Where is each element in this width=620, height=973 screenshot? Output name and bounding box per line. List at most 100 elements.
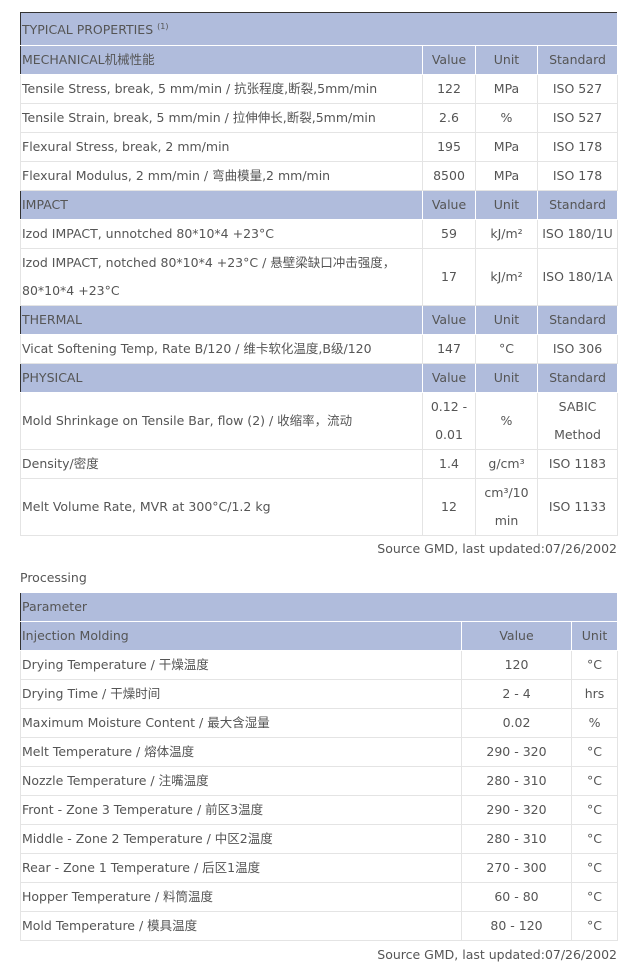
parameter-name: Nozzle Temperature / 注嘴温度 — [20, 766, 462, 796]
property-name: Tensile Stress, break, 5 mm/min / 抗张程度,断… — [20, 74, 423, 104]
table-row: Density/密度 1.4 g/cm³ ISO 1183 — [20, 449, 619, 479]
unit-cell: MPa — [475, 74, 538, 104]
property-name: Flexural Stress, break, 2 mm/min — [20, 132, 423, 162]
table-row: Melt Temperature / 熔体温度 290 - 320 °C — [20, 737, 619, 767]
standard-cell: ISO 178 — [536, 132, 619, 162]
value-cell: 80 - 120 — [461, 911, 572, 941]
standard-cell: ISO 1133 — [536, 478, 619, 536]
section-name: THERMAL — [20, 305, 423, 335]
unit-header: Unit — [475, 305, 538, 335]
table-row: Front - Zone 3 Temperature / 前区3温度 290 - … — [20, 795, 619, 825]
parameter-name: Hopper Temperature / 料筒温度 — [20, 882, 462, 912]
value-header: Value — [461, 621, 572, 651]
property-name: Density/密度 — [20, 449, 423, 479]
property-name: Izod IMPACT, notched 80*10*4 +23°C / 悬壁梁… — [20, 248, 423, 306]
unit-cell: MPa — [475, 161, 538, 191]
section-name: MECHANICAL机械性能 — [20, 45, 423, 75]
property-name: Melt Volume Rate, MVR at 300°C/1.2 kg — [20, 478, 423, 536]
processing-label: Processing — [20, 570, 87, 585]
parameter-name: Drying Temperature / 干燥温度 — [20, 650, 462, 680]
unit-cell: hrs — [570, 679, 619, 709]
unit-cell: °C — [570, 911, 619, 941]
value-cell: 270 - 300 — [461, 853, 572, 883]
value-header: Value — [422, 305, 476, 335]
property-name: Vicat Softening Temp, Rate B/120 / 维卡软化温… — [20, 334, 423, 364]
section-name: PHYSICAL — [20, 363, 423, 393]
parameter-name: Middle - Zone 2 Temperature / 中区2温度 — [20, 824, 462, 854]
standard-cell: ISO 178 — [536, 161, 619, 191]
unit-cell: % — [570, 708, 619, 738]
unit-cell: kJ/m² — [475, 248, 538, 306]
table-row: Flexural Modulus, 2 mm/min / 弯曲模量,2 mm/m… — [20, 161, 619, 191]
value-header: Value — [422, 190, 476, 220]
unit-cell: °C — [570, 650, 619, 680]
unit-cell: % — [475, 103, 538, 133]
section-header-row: IMPACT Value Unit Standard — [20, 190, 619, 220]
standard-cell: ISO 180/1A — [536, 248, 619, 306]
section-header-row: Injection Molding Value Unit — [20, 621, 619, 651]
table-row: Izod IMPACT, notched 80*10*4 +23°C / 悬壁梁… — [20, 248, 619, 306]
unit-cell: °C — [570, 853, 619, 883]
parameter-header: Parameter — [20, 592, 619, 622]
parameter-name: Melt Temperature / 熔体温度 — [20, 737, 462, 767]
property-name: Flexural Modulus, 2 mm/min / 弯曲模量,2 mm/m… — [20, 161, 423, 191]
unit-cell: °C — [570, 795, 619, 825]
unit-header: Unit — [475, 363, 538, 393]
property-name: Tensile Strain, break, 5 mm/min / 拉伸伸长,断… — [20, 103, 423, 133]
table-row: Mold Shrinkage on Tensile Bar, flow (2) … — [20, 392, 619, 450]
source-note: Source GMD, last updated:07/26/2002 — [377, 541, 617, 556]
section-header-row: MECHANICAL机械性能 Value Unit Standard — [20, 45, 619, 75]
parameter-name: Mold Temperature / 模具温度 — [20, 911, 462, 941]
unit-cell: °C — [570, 824, 619, 854]
parameter-name: Drying Time / 干燥时间 — [20, 679, 462, 709]
value-cell: 60 - 80 — [461, 882, 572, 912]
parameter-name: Front - Zone 3 Temperature / 前区3温度 — [20, 795, 462, 825]
table-title: TYPICAL PROPERTIES — [22, 22, 154, 38]
standard-header: Standard — [536, 190, 619, 220]
standard-header: Standard — [536, 45, 619, 75]
value-header: Value — [422, 363, 476, 393]
standard-cell: ISO 306 — [536, 334, 619, 364]
value-cell: 12 — [422, 478, 476, 536]
section-name: Injection Molding — [20, 621, 462, 651]
standard-cell: ISO 180/1U — [536, 219, 619, 249]
standard-cell: ISO 527 — [536, 74, 619, 104]
typical-properties-table: TYPICAL PROPERTIES (1) MECHANICAL机械性能 Val… — [20, 12, 619, 536]
unit-cell: % — [475, 392, 538, 450]
value-cell: 120 — [461, 650, 572, 680]
unit-header: Unit — [475, 45, 538, 75]
unit-cell: °C — [570, 882, 619, 912]
unit-cell: MPa — [475, 132, 538, 162]
unit-cell: cm³/10 min — [475, 478, 538, 536]
unit-header: Unit — [475, 190, 538, 220]
value-cell: 122 — [422, 74, 476, 104]
table-row: Rear - Zone 1 Temperature / 后区1温度 270 - 3… — [20, 853, 619, 883]
table-row: Izod IMPACT, unnotched 80*10*4 +23°C 59 kJ… — [20, 219, 619, 249]
table-row: Drying Temperature / 干燥温度 120 °C — [20, 650, 619, 680]
value-cell: 195 — [422, 132, 476, 162]
table-row: Maximum Moisture Content / 最大含湿量 0.02% — [20, 708, 619, 738]
table-row: Tensile Strain, break, 5 mm/min / 拉伸伸长,断… — [20, 103, 619, 133]
source-note: Source GMD, last updated:07/26/2002 — [377, 947, 617, 962]
table-row: Middle - Zone 2 Temperature / 中区2温度 280 -… — [20, 824, 619, 854]
property-name: Izod IMPACT, unnotched 80*10*4 +23°C — [20, 219, 423, 249]
processing-table: Parameter Injection Molding Value Unit D… — [20, 592, 619, 941]
value-cell: 17 — [422, 248, 476, 306]
value-cell: 280 - 310 — [461, 824, 572, 854]
unit-header: Unit — [570, 621, 619, 651]
value-cell: 2.6 — [422, 103, 476, 133]
standard-header: Standard — [536, 305, 619, 335]
table-row: Drying Time / 干燥时间 2 - 4 hrs — [20, 679, 619, 709]
unit-cell: °C — [570, 766, 619, 796]
section-header-row: THERMAL Value Unit Standard — [20, 305, 619, 335]
unit-cell: °C — [475, 334, 538, 364]
value-cell: 2 - 4 — [461, 679, 572, 709]
standard-cell: SABIC Method — [536, 392, 619, 450]
standard-cell: ISO 1183 — [536, 449, 619, 479]
table-row: Mold Temperature / 模具温度 80 - 120 °C — [20, 911, 619, 941]
unit-cell: °C — [570, 737, 619, 767]
value-cell: 147 — [422, 334, 476, 364]
table-row: Nozzle Temperature / 注嘴温度 280 - 310 °C — [20, 766, 619, 796]
parameter-name: Maximum Moisture Content / 最大含湿量 — [20, 708, 462, 738]
value-cell: 280 - 310 — [461, 766, 572, 796]
